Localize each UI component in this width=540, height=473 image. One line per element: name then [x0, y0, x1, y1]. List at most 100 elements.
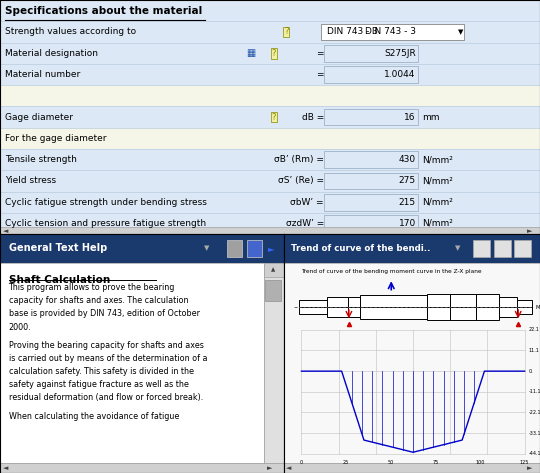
Text: Trend of curve of the bending moment curve in the Z-X plane: Trend of curve of the bending moment cur…	[301, 269, 482, 274]
Text: ?: ?	[272, 113, 276, 122]
Bar	[348, 307, 361, 317]
Text: dB =: dB =	[302, 113, 324, 122]
Text: -22.1: -22.1	[529, 410, 540, 415]
Text: ◄: ◄	[3, 465, 8, 471]
Text: Trend of curve of the bendi..: Trend of curve of the bendi..	[291, 244, 431, 253]
Bar	[284, 263, 540, 464]
Bar	[517, 307, 532, 314]
Text: mm: mm	[422, 113, 440, 122]
Text: 25: 25	[343, 460, 349, 465]
Text: 215: 215	[399, 198, 416, 207]
Text: Shaft Calculation: Shaft Calculation	[9, 275, 110, 285]
Text: ▼: ▼	[455, 245, 461, 252]
Text: This program allows to prove the bearing: This program allows to prove the bearing	[9, 283, 175, 292]
Bar	[227, 240, 242, 257]
Bar	[450, 294, 476, 307]
Bar	[0, 464, 284, 473]
Text: For the gage diameter: For the gage diameter	[5, 134, 107, 143]
Text: σS’ (Re) =: σS’ (Re) =	[278, 176, 324, 185]
Text: Cyclic tension and pressure fatigue strength: Cyclic tension and pressure fatigue stre…	[5, 219, 206, 228]
Bar	[327, 297, 348, 307]
Text: Yield stress: Yield stress	[5, 176, 57, 185]
Bar	[264, 263, 284, 464]
Text: 0.: 0.	[529, 368, 533, 374]
Bar	[299, 300, 327, 307]
Text: Specifications about the material: Specifications about the material	[5, 6, 202, 16]
Bar	[515, 240, 531, 257]
Text: 430: 430	[399, 155, 416, 164]
Bar	[361, 307, 427, 319]
Text: ?: ?	[284, 27, 288, 36]
Bar	[299, 307, 327, 314]
Text: 170: 170	[399, 219, 416, 228]
Bar	[327, 307, 348, 317]
Bar	[348, 297, 361, 307]
Bar	[0, 227, 540, 234]
Bar	[324, 194, 418, 210]
Text: =: =	[316, 49, 324, 58]
Bar	[499, 307, 517, 317]
Bar	[324, 151, 418, 168]
Text: residual deformation (and flow or forced break).: residual deformation (and flow or forced…	[9, 394, 202, 403]
Text: 16: 16	[404, 113, 416, 122]
Text: 75: 75	[432, 460, 438, 465]
Text: N/mm²: N/mm²	[422, 219, 453, 228]
Text: 2000.: 2000.	[9, 323, 31, 332]
Bar	[494, 240, 510, 257]
Bar	[450, 307, 476, 320]
Text: ►: ►	[267, 465, 272, 471]
Bar	[476, 294, 499, 307]
Bar	[0, 170, 540, 192]
Text: calculation safety. This safety is divided in the: calculation safety. This safety is divid…	[9, 367, 193, 376]
Text: 275: 275	[399, 176, 416, 185]
Text: =: =	[316, 70, 324, 79]
Text: ►: ►	[268, 244, 275, 253]
Text: 1.0044: 1.0044	[384, 70, 416, 79]
Bar	[284, 234, 540, 263]
Text: is carried out by means of the determination of a: is carried out by means of the determina…	[9, 354, 207, 363]
Bar	[473, 240, 490, 257]
Text: ◄: ◄	[286, 465, 292, 471]
Bar	[0, 43, 540, 64]
Text: ▼: ▼	[458, 29, 463, 35]
Text: Strength values according to: Strength values according to	[5, 27, 137, 36]
Text: σB’ (Rm) =: σB’ (Rm) =	[274, 155, 324, 164]
Text: S275JR: S275JR	[384, 49, 416, 58]
Text: Tensile strength: Tensile strength	[5, 155, 77, 164]
Bar	[0, 64, 540, 85]
Text: 50: 50	[388, 460, 394, 465]
Text: When calculating the avoidance of fatigue: When calculating the avoidance of fatigu…	[9, 412, 179, 421]
Text: σbW’ =: σbW’ =	[291, 198, 324, 207]
Bar	[0, 0, 540, 21]
Text: DIN 743 - 3: DIN 743 - 3	[365, 27, 416, 36]
Bar	[427, 307, 450, 320]
Text: σzdW’ =: σzdW’ =	[286, 219, 324, 228]
Text: ▲: ▲	[272, 267, 276, 272]
Bar	[0, 263, 264, 464]
Text: ?: ?	[272, 49, 276, 58]
Text: base is provided by DIN 743, edition of October: base is provided by DIN 743, edition of …	[9, 309, 199, 318]
Bar	[284, 464, 540, 473]
Text: Mbz, Nm: Mbz, Nm	[536, 305, 540, 309]
Text: N/mm²: N/mm²	[422, 155, 453, 164]
Bar	[0, 234, 284, 263]
Text: ►: ►	[527, 465, 532, 471]
Bar	[265, 280, 281, 301]
Text: ◄: ◄	[3, 228, 8, 234]
Text: ►: ►	[526, 228, 532, 234]
Bar	[361, 295, 427, 307]
Text: N/mm²: N/mm²	[422, 198, 453, 207]
Text: 125: 125	[520, 460, 529, 465]
Bar	[517, 300, 532, 307]
Bar	[0, 213, 540, 234]
Bar	[321, 24, 464, 40]
Bar	[476, 307, 499, 320]
Bar	[324, 215, 418, 232]
Text: 22.1: 22.1	[529, 327, 539, 332]
Text: -33.1: -33.1	[529, 431, 540, 436]
Bar	[0, 192, 540, 213]
Text: ▦: ▦	[246, 48, 255, 58]
Bar	[0, 106, 540, 128]
Bar	[324, 66, 418, 83]
Text: -44.1: -44.1	[529, 451, 540, 456]
